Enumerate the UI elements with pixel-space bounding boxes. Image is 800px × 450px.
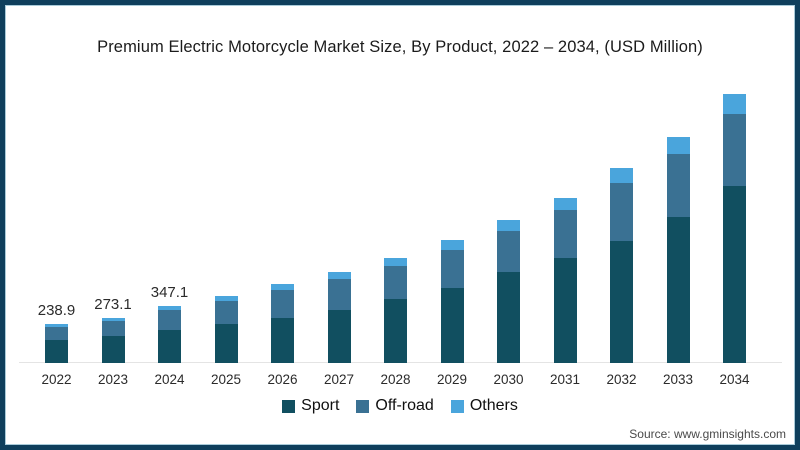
bar-segment-sport-2024 bbox=[158, 329, 181, 363]
legend-swatch-offroad bbox=[356, 399, 370, 413]
bar-segment-offroad-2023 bbox=[101, 321, 125, 336]
bar-segment-offroad-2026 bbox=[271, 289, 294, 318]
bar-segment-offroad-2028 bbox=[384, 265, 407, 300]
x-axis-label-2026: 2026 bbox=[267, 372, 298, 387]
x-axis-label-2025: 2025 bbox=[210, 372, 242, 387]
legend-label: Off-road bbox=[375, 397, 434, 414]
bar-stack-2033 bbox=[666, 137, 690, 363]
x-axis-label-2029: 2029 bbox=[436, 372, 468, 387]
value-label-2023: 273.1 bbox=[94, 295, 132, 313]
chart-title: Premium Electric Motorcycle Market Size,… bbox=[97, 38, 703, 56]
bar-segment-others-2028 bbox=[384, 257, 407, 266]
bar-segment-others-2022 bbox=[45, 323, 68, 327]
bar-group-2024: 347.1 2024 bbox=[151, 284, 189, 387]
bar-group-2033: 2033 bbox=[663, 137, 693, 387]
bar-segment-others-2026 bbox=[271, 283, 294, 290]
bar-stack-2034 bbox=[723, 94, 746, 363]
bar-stack-2029 bbox=[440, 240, 464, 363]
x-axis-label-2033: 2033 bbox=[662, 372, 694, 387]
plot-area: 238.9 2022 273.1 2023 347.1 2024 2025 2026 2027 2… bbox=[19, 90, 782, 388]
bar-segment-others-2029 bbox=[440, 240, 464, 250]
value-label-2022: 238.9 bbox=[37, 301, 76, 319]
bar-segment-sport-2026 bbox=[271, 317, 294, 363]
bar-segment-sport-2025 bbox=[214, 323, 238, 363]
bar-segment-sport-2023 bbox=[101, 335, 125, 363]
bar-segment-others-2023 bbox=[101, 317, 125, 322]
bar-segment-offroad-2022 bbox=[45, 326, 68, 340]
bars: 238.9 2022 273.1 2023 347.1 2024 2025 2026 2027 2… bbox=[38, 90, 750, 388]
x-axis-label-2027: 2027 bbox=[323, 372, 355, 387]
legend-swatch-sport bbox=[282, 399, 296, 413]
legend-swatch-others bbox=[450, 399, 464, 413]
bar-group-2031: 2031 bbox=[550, 197, 580, 387]
bar-segment-sport-2027 bbox=[327, 309, 351, 363]
value-label-2024: 347.1 bbox=[150, 283, 189, 301]
source-text: Source: www.gminsights.com bbox=[629, 427, 786, 441]
bar-segment-offroad-2024 bbox=[158, 309, 181, 330]
bar-segment-others-2025 bbox=[214, 296, 238, 301]
bar-stack-2032 bbox=[610, 168, 633, 363]
bar-group-2032: 2032 bbox=[606, 168, 637, 387]
bar-segment-sport-2032 bbox=[610, 240, 633, 363]
bar-segment-others-2032 bbox=[610, 168, 633, 183]
x-axis-label-2022: 2022 bbox=[41, 372, 72, 387]
bar-group-2026: 2026 bbox=[267, 283, 298, 387]
bar-segment-others-2031 bbox=[553, 197, 577, 210]
x-axis-label-2023: 2023 bbox=[97, 372, 129, 387]
bar-group-2023: 273.1 2023 bbox=[94, 296, 132, 387]
x-axis-label-2031: 2031 bbox=[549, 372, 581, 387]
bar-segment-offroad-2029 bbox=[440, 249, 464, 288]
bar-stack-2025 bbox=[214, 296, 238, 363]
legend-item-offroad: Off-road bbox=[356, 397, 434, 415]
bar-segment-sport-2022 bbox=[45, 339, 68, 363]
bar-stack-2027 bbox=[327, 272, 351, 363]
bar-group-2029: 2029 bbox=[437, 240, 467, 387]
legend-label: Others bbox=[469, 397, 518, 414]
bar-segment-offroad-2033 bbox=[666, 154, 690, 217]
bar-segment-sport-2029 bbox=[440, 287, 464, 363]
x-axis-label-2034: 2034 bbox=[719, 372, 750, 387]
bar-stack-2026 bbox=[271, 283, 294, 363]
bar-segment-offroad-2032 bbox=[610, 182, 633, 241]
x-axis-label-2030: 2030 bbox=[493, 372, 524, 387]
bar-group-2028: 2028 bbox=[380, 257, 411, 387]
bar-stack-2023 bbox=[101, 317, 125, 363]
bar-segment-offroad-2034 bbox=[723, 114, 746, 187]
bar-stack-2024 bbox=[158, 305, 181, 363]
legend: Sport Off-road Others bbox=[5, 397, 795, 415]
x-axis-label-2024: 2024 bbox=[154, 372, 185, 387]
bar-segment-sport-2030 bbox=[497, 272, 520, 363]
legend-item-others: Others bbox=[450, 397, 518, 415]
bar-group-2034: 2034 bbox=[719, 94, 750, 387]
legend-item-sport: Sport bbox=[282, 397, 339, 415]
bar-segment-sport-2034 bbox=[723, 186, 746, 363]
bar-segment-offroad-2027 bbox=[327, 278, 351, 310]
x-axis-label-2032: 2032 bbox=[606, 372, 637, 387]
bar-group-2022: 238.9 2022 bbox=[38, 302, 76, 388]
bar-segment-offroad-2031 bbox=[553, 209, 577, 259]
bar-segment-others-2030 bbox=[497, 220, 520, 231]
bar-stack-2031 bbox=[553, 197, 577, 363]
bar-segment-others-2033 bbox=[666, 137, 690, 155]
bar-group-2030: 2030 bbox=[493, 220, 524, 387]
bar-segment-sport-2033 bbox=[666, 216, 690, 363]
bar-segment-sport-2031 bbox=[553, 258, 577, 363]
bar-group-2025: 2025 bbox=[211, 296, 241, 387]
bar-stack-2030 bbox=[497, 220, 520, 363]
bar-segment-sport-2028 bbox=[384, 299, 407, 363]
bar-segment-offroad-2025 bbox=[214, 300, 238, 324]
legend-label: Sport bbox=[301, 397, 340, 414]
bar-stack-2028 bbox=[384, 257, 407, 363]
bar-segment-others-2024 bbox=[158, 305, 181, 310]
bar-segment-offroad-2030 bbox=[497, 230, 520, 273]
bar-segment-others-2027 bbox=[327, 272, 351, 279]
bar-segment-others-2034 bbox=[723, 94, 746, 115]
bar-group-2027: 2027 bbox=[324, 272, 354, 387]
x-axis-label-2028: 2028 bbox=[380, 372, 411, 387]
bar-stack-2022 bbox=[45, 323, 68, 363]
